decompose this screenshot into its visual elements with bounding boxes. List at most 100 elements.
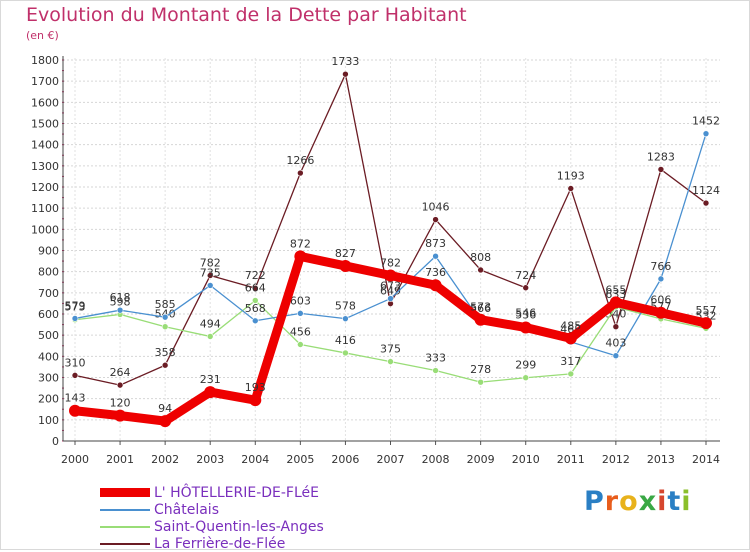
data-point-l-hotellerie-de-flee <box>249 394 262 407</box>
data-label-la-ferriere-de-flee: 724 <box>515 269 536 282</box>
legend-swatch <box>100 525 150 528</box>
x-tick-label: 2002 <box>151 453 179 466</box>
legend: L' HÔTELLERIE-DE-FLéE Châtelais Saint-Quen… <box>100 484 324 552</box>
x-tick-label: 2004 <box>241 453 269 466</box>
data-label-saint-quentin-les-anges: 317 <box>560 355 581 368</box>
data-label-saint-quentin-les-anges: 598 <box>110 295 131 308</box>
data-label-l-hotellerie-de-flee: 736 <box>425 266 446 279</box>
data-point-chatelais <box>387 295 394 302</box>
data-point-chatelais <box>612 352 620 359</box>
legend-item-la-ferriere-de-flee: La Ferrière-de-Flée <box>100 535 324 552</box>
data-label-chatelais: 766 <box>650 260 671 273</box>
x-tick-label: 2011 <box>557 453 585 466</box>
y-tick-label: 100 <box>38 414 59 427</box>
data-label-l-hotellerie-de-flee: 193 <box>245 381 266 394</box>
data-label-la-ferriere-de-flee: 1266 <box>286 154 314 167</box>
x-tick-label: 2008 <box>422 453 450 466</box>
legend-label: La Ferrière-de-Flée <box>154 535 286 552</box>
data-point-la-ferriere-de-flee <box>116 381 124 389</box>
data-label-l-hotellerie-de-flee: 485 <box>560 319 581 332</box>
data-point-la-ferriere-de-flee <box>567 185 575 192</box>
data-point-chatelais <box>71 315 79 322</box>
legend-item-l-hotellerie-de-flee: L' HÔTELLERIE-DE-FLéE <box>100 484 324 501</box>
data-point-l-hotellerie-de-flee <box>159 415 172 428</box>
legend-swatch <box>100 542 150 545</box>
data-label-chatelais: 403 <box>605 337 626 350</box>
data-point-l-hotellerie-de-flee <box>564 332 577 345</box>
data-point-saint-quentin-les-anges <box>251 297 259 304</box>
data-label-l-hotellerie-de-flee: 557 <box>696 304 717 317</box>
chart-title: Evolution du Montant de la Dette par Hab… <box>26 4 467 26</box>
data-point-la-ferriere-de-flee <box>297 169 304 177</box>
data-point-l-hotellerie-de-flee <box>294 250 307 263</box>
data-point-l-hotellerie-de-flee <box>519 321 532 334</box>
data-point-chatelais <box>702 130 710 137</box>
data-point-chatelais <box>161 313 169 321</box>
logo-letter: i <box>681 486 692 517</box>
legend-swatch <box>100 508 150 511</box>
data-label-chatelais: 618 <box>110 291 131 304</box>
data-point-chatelais <box>206 282 214 289</box>
data-point-la-ferriere-de-flee <box>342 70 349 78</box>
data-label-chatelais: 568 <box>245 302 266 315</box>
legend-label: Saint-Quentin-les-Anges <box>154 518 324 535</box>
data-point-la-ferriere-de-flee <box>522 284 530 292</box>
data-point-la-ferriere-de-flee <box>657 166 665 173</box>
y-tick-label: 700 <box>38 287 59 300</box>
legend-label: Châtelais <box>154 501 219 518</box>
data-label-la-ferriere-de-flee: 1283 <box>647 150 675 163</box>
data-label-chatelais: 873 <box>425 237 446 250</box>
data-label-saint-quentin-les-anges: 299 <box>515 359 536 372</box>
y-tick-label: 500 <box>38 329 59 342</box>
data-point-la-ferriere-de-flee <box>702 199 710 207</box>
data-point-l-hotellerie-de-flee <box>384 269 397 282</box>
data-label-chatelais: 673 <box>380 280 401 293</box>
y-tick-label: 1800 <box>31 54 59 67</box>
y-tick-label: 1000 <box>31 223 59 236</box>
data-label-la-ferriere-de-flee: 808 <box>470 251 491 264</box>
data-point-la-ferriere-de-flee <box>612 323 620 331</box>
logo-letter: t <box>667 486 682 517</box>
data-label-la-ferriere-de-flee: 1733 <box>331 55 359 68</box>
y-tick-label: 1700 <box>31 75 59 88</box>
data-label-la-ferriere-de-flee: 310 <box>65 356 86 369</box>
data-label-saint-quentin-les-anges: 416 <box>335 334 356 347</box>
y-tick-label: 600 <box>38 308 59 321</box>
legend-label: L' HÔTELLERIE-DE-FLéE <box>154 484 319 501</box>
y-tick-label: 0 <box>52 435 59 448</box>
data-point-la-ferriere-de-flee <box>71 372 79 379</box>
data-point-l-hotellerie-de-flee <box>114 409 127 422</box>
data-point-l-hotellerie-de-flee <box>609 296 622 309</box>
data-label-l-hotellerie-de-flee: 573 <box>470 301 491 314</box>
data-point-saint-quentin-les-anges <box>522 374 530 382</box>
y-tick-label: 1600 <box>31 96 59 109</box>
data-label-l-hotellerie-de-flee: 827 <box>335 247 356 260</box>
plot-area <box>63 58 720 441</box>
data-label-l-hotellerie-de-flee: 120 <box>110 397 131 410</box>
data-point-la-ferriere-de-flee <box>251 284 259 292</box>
data-point-saint-quentin-les-anges <box>432 367 439 374</box>
data-point-chatelais <box>297 310 304 317</box>
data-label-l-hotellerie-de-flee: 606 <box>650 294 671 307</box>
data-point-l-hotellerie-de-flee <box>204 386 217 399</box>
data-label-chatelais: 735 <box>200 266 221 279</box>
data-label-l-hotellerie-de-flee: 655 <box>605 283 626 296</box>
data-point-l-hotellerie-de-flee <box>339 259 352 272</box>
logo-letter: o <box>619 486 639 517</box>
chart-unit: (en €) <box>26 29 59 42</box>
data-label-l-hotellerie-de-flee: 536 <box>515 309 536 322</box>
data-label-la-ferriere-de-flee: 358 <box>155 346 176 359</box>
data-point-chatelais <box>657 275 665 283</box>
data-point-la-ferriere-de-flee <box>477 266 484 274</box>
data-label-saint-quentin-les-anges: 633 <box>605 288 626 301</box>
data-label-saint-quentin-les-anges: 573 <box>65 301 86 314</box>
data-label-saint-quentin-les-anges: 333 <box>425 352 446 365</box>
data-label-saint-quentin-les-anges: 375 <box>380 343 401 356</box>
data-point-saint-quentin-les-anges <box>206 333 214 340</box>
logo-letter: i <box>657 486 668 517</box>
data-label-l-hotellerie-de-flee: 872 <box>290 237 311 250</box>
data-label-chatelais: 546 <box>515 306 536 319</box>
data-label-chatelais: 1452 <box>692 115 720 128</box>
x-tick-label: 2007 <box>377 453 405 466</box>
data-point-la-ferriere-de-flee <box>206 272 214 279</box>
